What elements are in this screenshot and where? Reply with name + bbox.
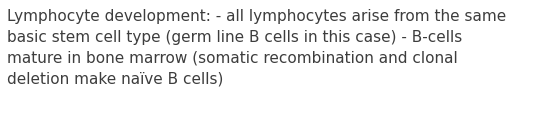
Text: Lymphocyte development: - all lymphocytes arise from the same
basic stem cell ty: Lymphocyte development: - all lymphocyte… [7, 9, 507, 87]
